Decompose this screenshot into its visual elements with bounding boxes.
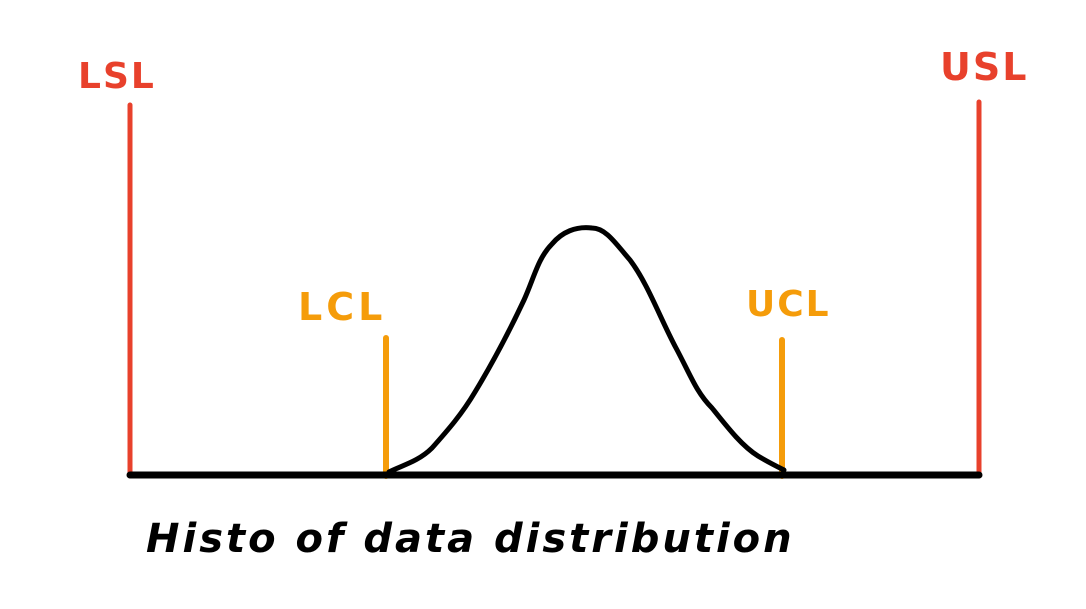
usl-label: USL [940,45,1028,89]
diagram-caption: Histo of data distribution [146,516,795,562]
lsl-label: LSL [78,56,156,97]
distribution-curve [386,225,787,475]
ucl-label: UCL [746,284,831,325]
lcl-label: LCL [298,285,386,329]
